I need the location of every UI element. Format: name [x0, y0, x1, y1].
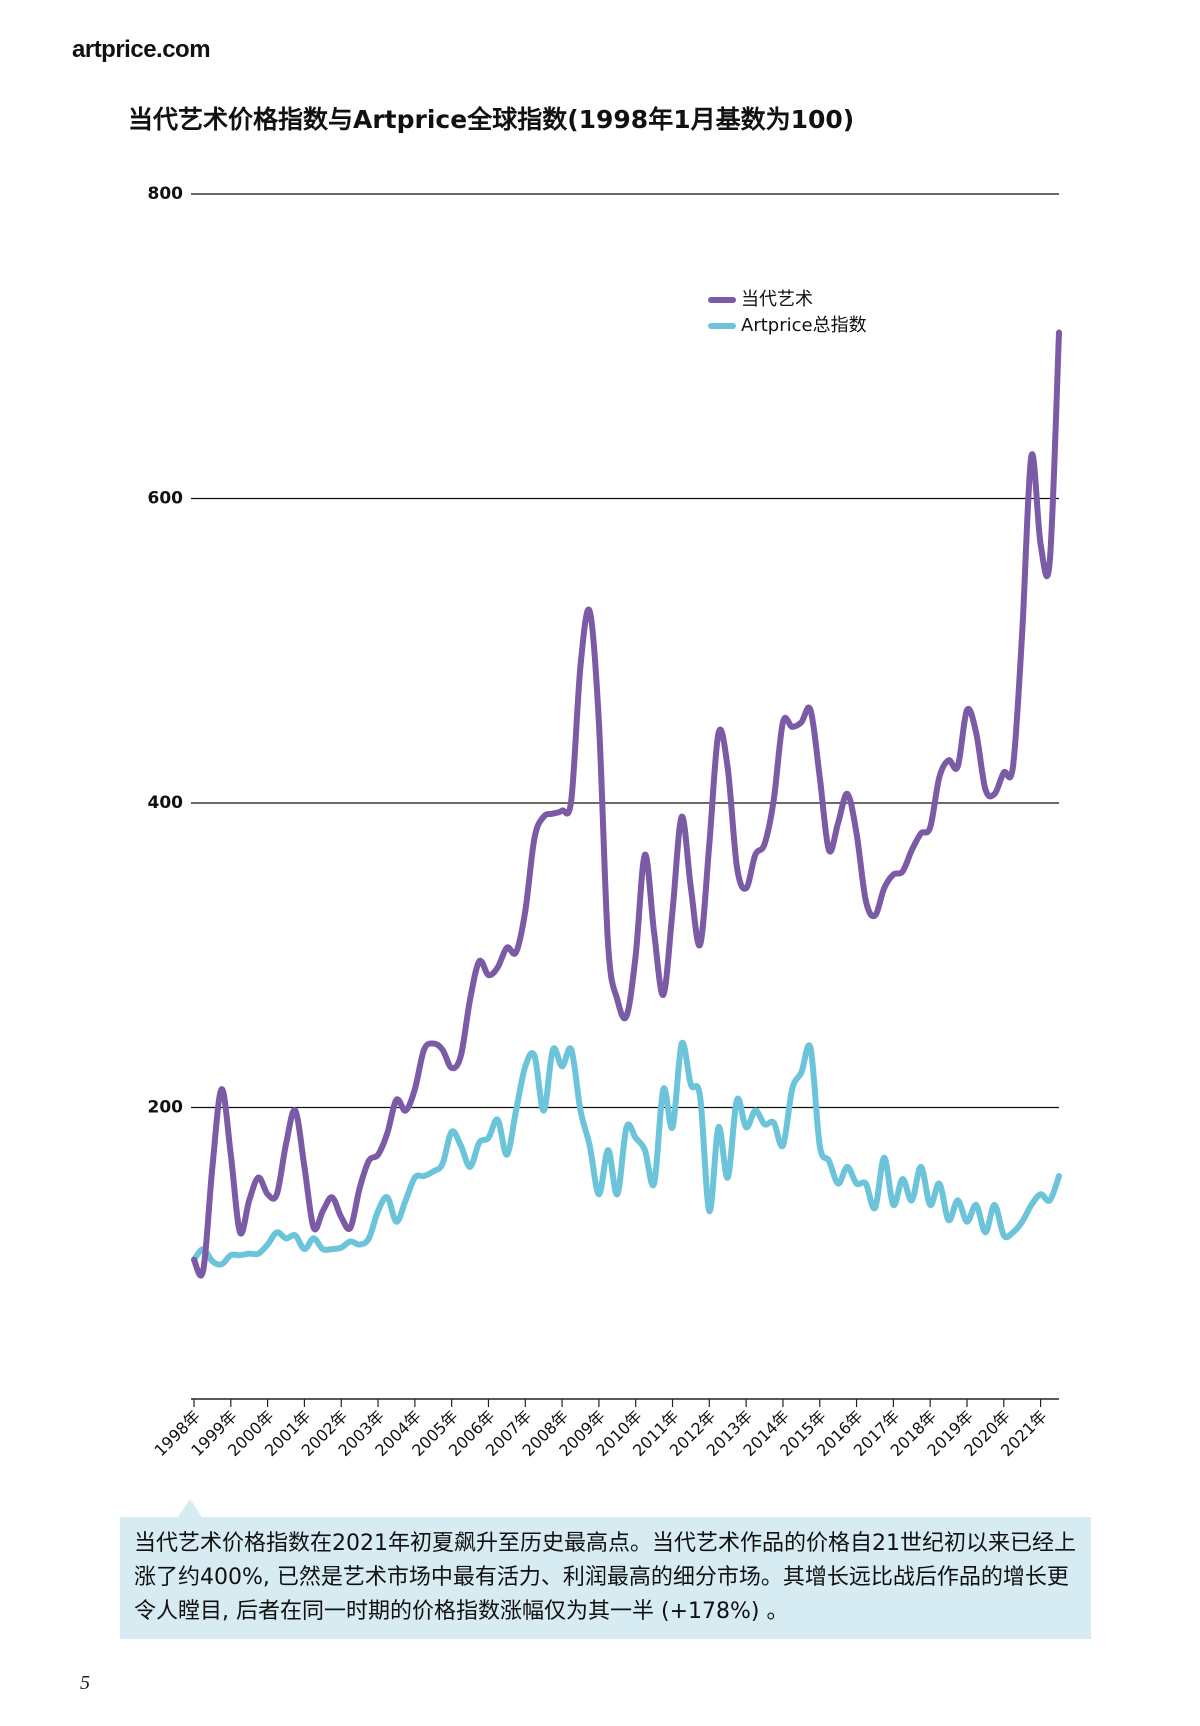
legend-label: Artprice总指数 [741, 315, 867, 336]
callout-pointer [178, 1499, 202, 1517]
y-tick-label: 800 [148, 184, 184, 204]
y-tick-label: 600 [148, 489, 184, 509]
y-tick-label: 400 [148, 793, 184, 813]
series-line [191, 329, 1062, 1279]
logo: artprice.com [72, 36, 211, 63]
chart: 当代艺术价格指数与Artprice全球指数(1998年1月基数为100) 200… [128, 105, 1062, 1460]
series-line [191, 1039, 1062, 1268]
y-tick-label: 200 [148, 1098, 184, 1118]
page-number: 5 [80, 1672, 90, 1694]
caption: 当代艺术价格指数在2021年初夏飙升至历史最高点。当代艺术作品的价格自21世纪初… [120, 1517, 1091, 1639]
legend-label: 当代艺术 [741, 289, 813, 310]
chart-title: 当代艺术价格指数与Artprice全球指数(1998年1月基数为100) [128, 105, 854, 134]
